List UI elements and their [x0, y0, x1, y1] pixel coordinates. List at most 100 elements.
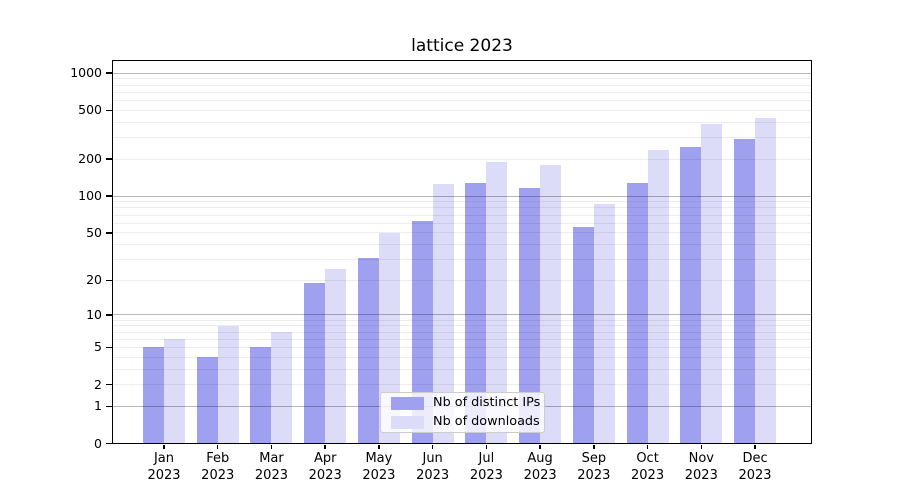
x-tick-label: Nov 2023	[684, 451, 718, 483]
x-axis-tick	[754, 444, 756, 449]
bar-nb-of-downloads-oct	[647, 149, 669, 444]
bar-nb-of-distinct-ips-sep	[572, 226, 594, 444]
y-axis-tick	[105, 383, 113, 386]
bar-nb-of-downloads-mar	[271, 332, 293, 444]
y-tick-label: 2	[94, 376, 102, 392]
y-tick-label: 20	[86, 272, 102, 288]
y-tick-label: 5	[94, 339, 102, 355]
gridline-minor	[113, 346, 811, 348]
gridline-minor	[113, 243, 811, 245]
bar-nb-of-distinct-ips-nov	[680, 146, 702, 444]
bar-nb-of-downloads-jul	[486, 161, 508, 444]
bar-nb-of-distinct-ips-mar	[250, 347, 272, 444]
bar-nb-of-distinct-ips-jul	[465, 183, 487, 444]
legend-label-downloads: Nb of downloads	[433, 414, 540, 429]
bar-nb-of-downloads-jan	[164, 339, 185, 444]
bar-nb-of-distinct-ips-oct	[626, 183, 648, 444]
gridline-minor	[113, 325, 811, 327]
bar-nb-of-distinct-ips-dec	[734, 139, 756, 444]
chart-title: lattice 2023	[411, 36, 513, 56]
y-axis-tick	[105, 314, 113, 316]
gridline-minor	[113, 279, 811, 281]
x-axis-tick	[216, 444, 219, 449]
gridline-minor	[113, 158, 811, 160]
legend-item-distinct-ips: Nb of distinct IPs	[391, 396, 544, 410]
x-axis-tick	[646, 444, 649, 449]
x-tick-label: May 2023	[362, 451, 396, 483]
y-tick-label: 1	[94, 398, 102, 414]
x-tick-label: Jul 2023	[469, 451, 503, 483]
x-tick-label: Apr 2023	[308, 451, 342, 483]
gridline-minor	[113, 232, 811, 234]
y-axis-tick	[105, 195, 113, 197]
gridline-minor	[113, 121, 811, 123]
y-axis-tick	[105, 109, 113, 112]
x-tick-label: Dec 2023	[738, 451, 772, 483]
y-tick-label: 500	[78, 102, 102, 118]
gridline-minor	[113, 84, 811, 86]
gridline-minor	[113, 356, 811, 358]
gridline-minor	[113, 384, 811, 386]
plot-area	[113, 61, 811, 444]
legend-item-downloads: Nb of downloads	[391, 415, 544, 429]
gridline-minor	[113, 91, 811, 93]
x-axis-tick	[378, 444, 380, 449]
bar-nb-of-downloads-nov	[701, 123, 723, 444]
legend-swatch-downloads-icon	[391, 415, 424, 429]
y-tick-label: 1000	[70, 65, 102, 81]
legend-label-distinct-ips: Nb of distinct IPs	[433, 395, 541, 410]
x-tick-label: Feb 2023	[201, 451, 235, 483]
y-tick-label: 200	[78, 151, 102, 167]
y-tick-label: 50	[86, 224, 102, 240]
gridline-minor	[113, 214, 811, 216]
bar-nb-of-downloads-may	[378, 232, 400, 444]
gridline-minor	[113, 109, 811, 111]
bar-nb-of-distinct-ips-jun	[411, 221, 433, 444]
x-axis-tick	[700, 444, 703, 449]
y-axis-tick	[105, 346, 113, 349]
x-axis-tick	[270, 444, 273, 449]
y-tick-label: 10	[86, 306, 102, 322]
gridline-minor	[113, 201, 811, 203]
gridline-major	[113, 72, 811, 74]
x-axis-tick	[539, 444, 541, 449]
bar-nb-of-distinct-ips-jan	[143, 347, 164, 444]
gridline-minor	[113, 319, 811, 321]
x-tick-label: Aug 2023	[523, 451, 557, 483]
gridline-minor	[113, 368, 811, 370]
gridline-major	[113, 314, 811, 316]
y-axis-tick	[105, 232, 113, 234]
y-tick-label: 100	[78, 188, 102, 204]
x-tick-label: Oct 2023	[631, 451, 665, 483]
x-axis-tick	[431, 444, 434, 449]
gridline-minor	[113, 78, 811, 80]
gridline-minor	[113, 137, 811, 139]
y-axis-tick	[105, 405, 113, 408]
x-tick-label: Jun 2023	[416, 451, 450, 483]
y-axis-tick	[105, 279, 113, 282]
x-tick-label: Jan 2023	[147, 451, 181, 483]
gridline-major	[113, 195, 811, 197]
bar-nb-of-downloads-dec	[755, 117, 777, 444]
bar-nb-of-downloads-sep	[593, 203, 615, 444]
gridline-minor	[113, 222, 811, 224]
gridline-minor	[113, 338, 811, 340]
x-axis-tick	[163, 444, 165, 449]
legend-swatch-distinct-ips-icon	[391, 396, 424, 410]
x-tick-label: Sep 2023	[577, 451, 611, 483]
bar-nb-of-downloads-apr	[325, 268, 347, 444]
gridline-minor	[113, 258, 811, 260]
x-tick-label: Mar 2023	[254, 451, 288, 483]
bar-nb-of-distinct-ips-may	[357, 257, 379, 444]
x-axis-tick	[485, 444, 488, 449]
gridline-minor	[113, 100, 811, 102]
bar-nb-of-distinct-ips-apr	[304, 282, 326, 444]
legend: Nb of distinct IPs Nb of downloads	[380, 392, 545, 433]
y-tick-label: 0	[94, 435, 102, 451]
bar-nb-of-downloads-aug	[540, 164, 562, 444]
x-axis-tick	[324, 444, 326, 449]
bar-nb-of-downloads-jun	[432, 183, 454, 444]
x-axis-tick	[593, 444, 595, 449]
y-axis-tick	[105, 72, 113, 74]
